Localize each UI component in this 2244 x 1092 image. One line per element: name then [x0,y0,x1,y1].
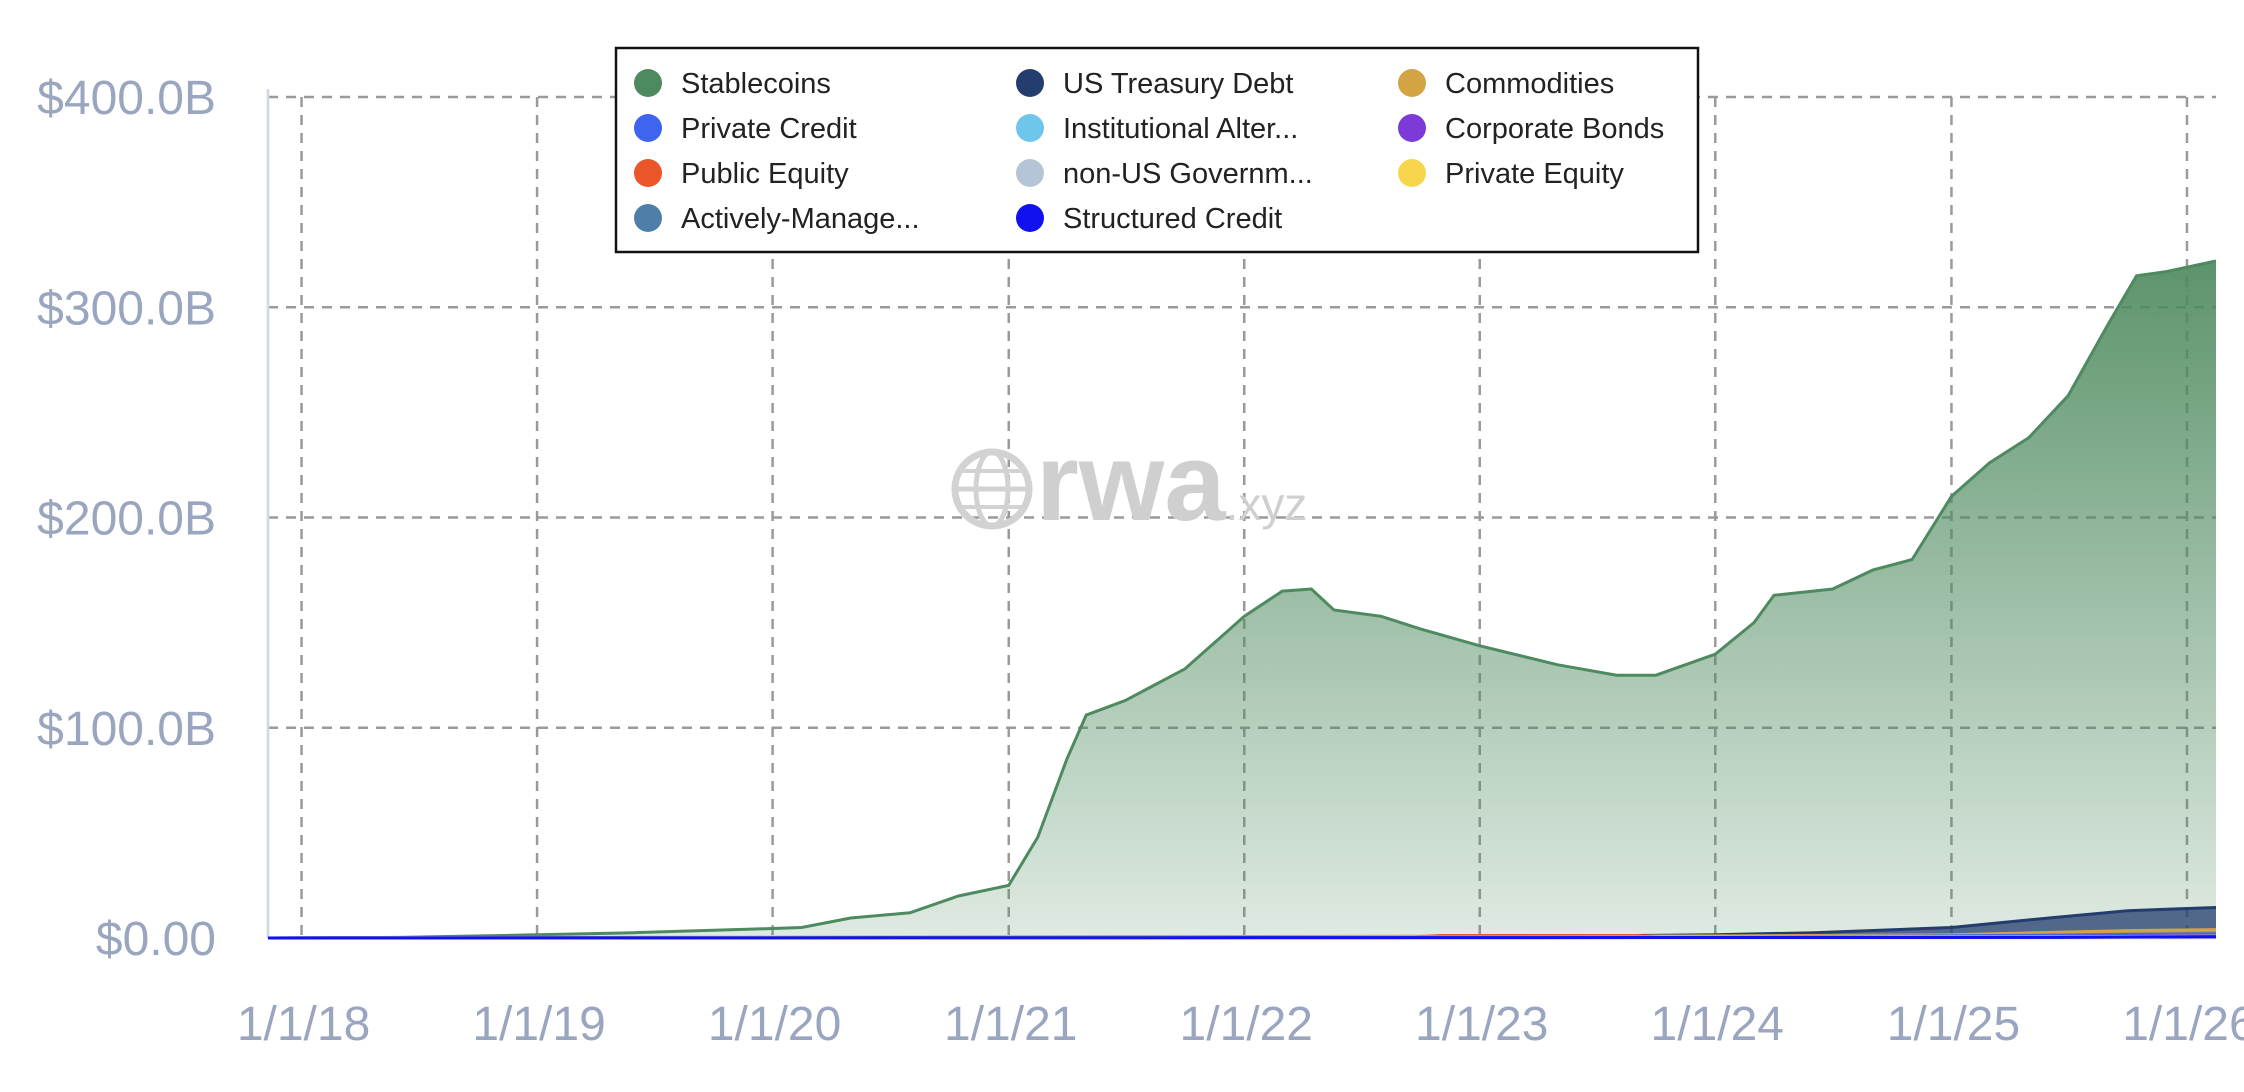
legend-swatch [1016,69,1044,97]
series-area-stablecoins [268,261,2216,938]
legend-item[interactable]: US Treasury Debt [1016,68,1293,100]
watermark-text: rwa.xyz [1036,421,1307,544]
legend-label: Private Credit [681,113,857,145]
y-tick-label: $0.00 [96,913,216,966]
x-tick-label: 1/1/21 [944,998,1077,1051]
legend-swatch [1398,114,1426,142]
legend-label: US Treasury Debt [1063,68,1293,100]
y-tick-label: $300.0B [37,282,216,335]
x-tick-label: 1/1/25 [1887,998,2020,1051]
globe-icon [951,448,1033,530]
legend-swatch [1016,114,1044,142]
series-areas [267,259,2217,940]
watermark: rwa.xyz [951,421,1307,544]
legend-item[interactable]: Corporate Bonds [1398,113,1664,145]
legend-swatch [1398,159,1426,187]
legend-item[interactable]: Structured Credit [1016,203,1282,235]
legend-swatch [634,159,662,187]
legend-swatch [1398,69,1426,97]
legend-item[interactable]: Commodities [1398,68,1614,100]
legend-swatch [1016,159,1044,187]
legend-item[interactable]: Private Credit [634,113,857,145]
y-tick-label: $100.0B [37,703,216,756]
legend-label: Actively-Manage... [681,203,920,235]
legend-item[interactable]: Stablecoins [634,68,831,100]
legend-item[interactable]: non-US Governm... [1016,158,1313,190]
legend-item[interactable]: Private Equity [1398,158,1624,190]
x-tick-label: 1/1/19 [472,998,605,1051]
legend-swatch [634,114,662,142]
legend-label: Corporate Bonds [1445,113,1664,145]
series-line-stablecoins [267,259,2217,940]
legend-label: non-US Governm... [1063,158,1313,190]
legend-item[interactable]: Institutional Alter... [1016,113,1298,145]
legend: Stablecoins US Treasury Debt Commodities Pr… [614,46,1700,254]
x-tick-label: 1/1/26 [2122,998,2244,1051]
x-tick-label: 1/1/24 [1651,998,1784,1051]
y-tick-label: $400.0B [37,72,216,125]
series-line-structured-credit [267,935,2217,940]
legend-swatch [634,69,662,97]
x-tick-label: 1/1/23 [1415,998,1548,1051]
legend-item[interactable]: Actively-Manage... [634,203,920,235]
tick-labels: $0.00 $100.0B $200.0B $300.0B $400.0B 1/1/18 1… [37,72,2244,1051]
x-tick-label: 1/1/22 [1180,998,1313,1051]
x-tick-label: 1/1/20 [708,998,841,1051]
legend-swatch [634,204,662,232]
y-tick-label: $200.0B [37,493,216,546]
legend-box [614,46,1700,254]
legend-label: Private Equity [1445,158,1624,190]
legend-swatch [1016,204,1044,232]
x-tick-label: 1/1/18 [237,998,370,1051]
legend-item[interactable]: Public Equity [634,158,849,190]
legend-label: Commodities [1445,68,1614,100]
legend-label: Institutional Alter... [1063,113,1298,145]
legend-label: Stablecoins [681,68,831,100]
legend-label: Structured Credit [1063,203,1282,235]
legend-label: Public Equity [681,158,849,190]
